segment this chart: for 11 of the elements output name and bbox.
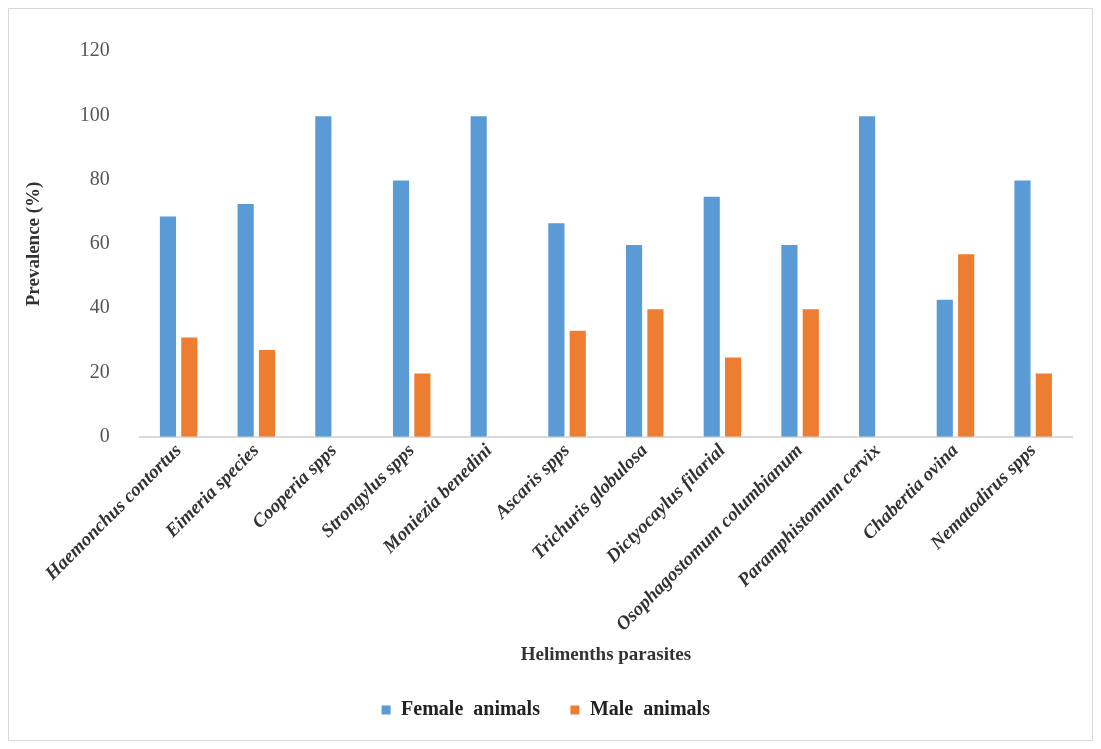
x-axis-title: Helimenths parasites [520,642,692,664]
y-tick-label: 40 [89,295,110,318]
y-tick-label: 60 [89,231,110,254]
y-axis-title: Prevalence (%) [22,181,45,307]
y-tick-label: 80 [89,166,110,189]
y-tick-label: 20 [89,359,110,382]
legend-label: Female animals [401,697,541,720]
y-tick-label: 100 [79,102,110,125]
legend-label: Male animals [589,697,711,720]
y-tick-label: 0 [99,424,110,447]
y-tick-label: 120 [79,38,110,61]
